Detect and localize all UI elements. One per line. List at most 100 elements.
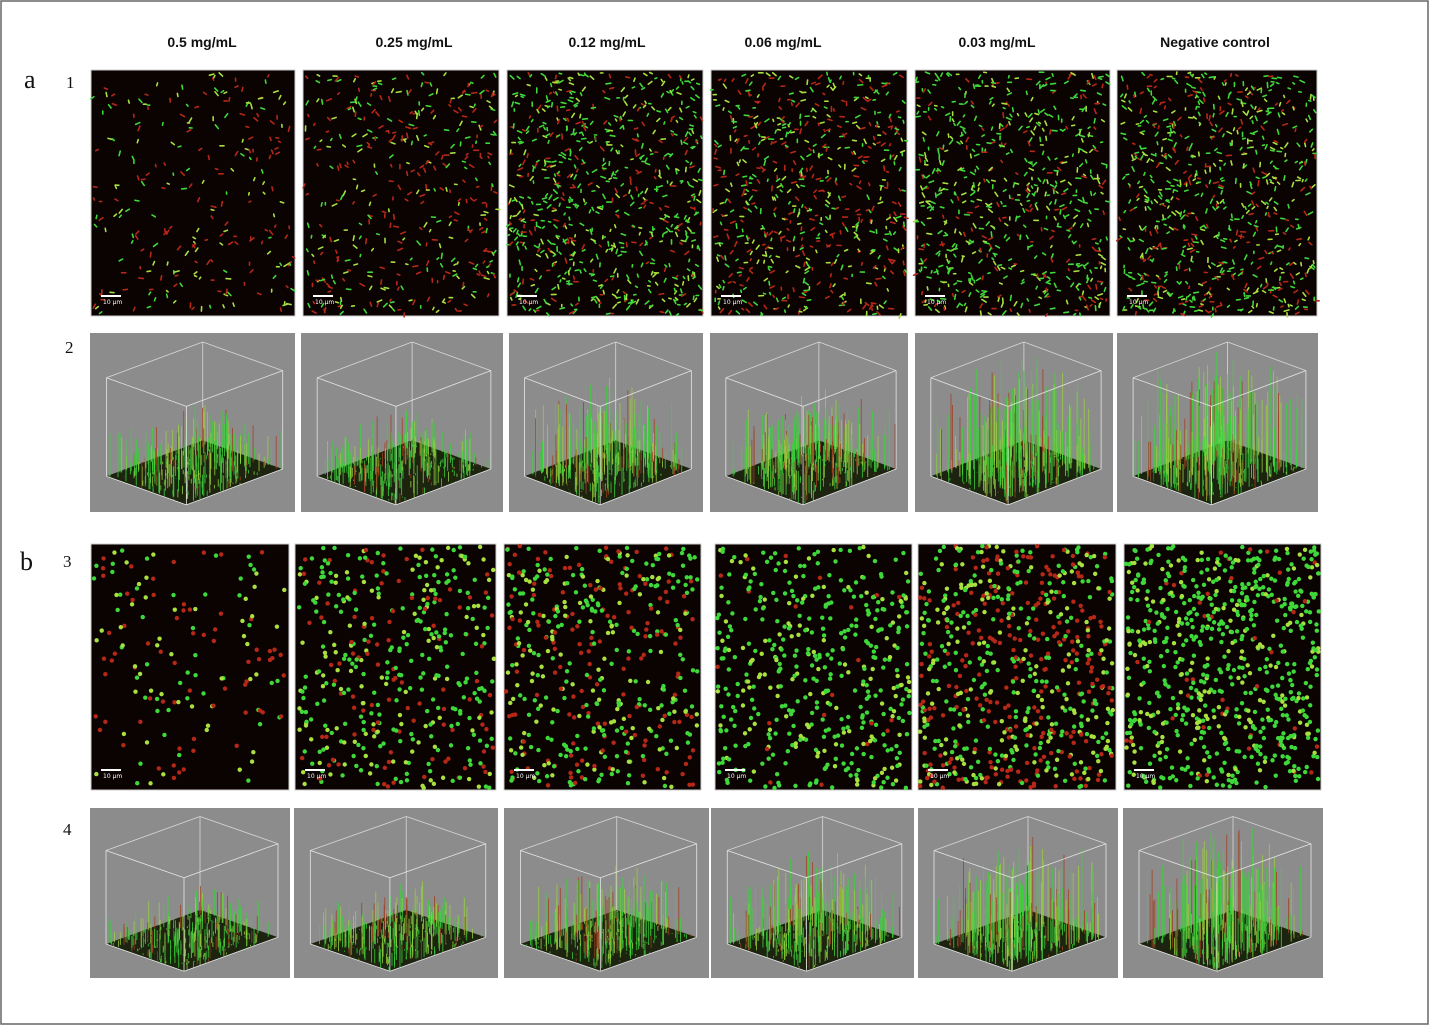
cell: [1164, 271, 1169, 274]
cell: [473, 103, 476, 107]
cell: [319, 278, 326, 282]
cell: [588, 209, 592, 214]
cell: [800, 98, 807, 102]
cell: [1105, 236, 1109, 241]
cell: [1292, 125, 1298, 129]
cell: [630, 194, 634, 200]
cell: [1046, 276, 1051, 280]
cell: [312, 300, 316, 305]
cell: [639, 82, 644, 88]
cell: [694, 263, 700, 268]
cell: [456, 128, 460, 133]
cell: [888, 258, 893, 264]
cell: [775, 193, 779, 199]
cell: [672, 298, 677, 305]
cell: [405, 126, 412, 130]
cell: [1066, 229, 1071, 232]
cell: [219, 242, 224, 246]
cell: [836, 253, 840, 258]
cell: [975, 277, 982, 282]
cell: [981, 235, 987, 239]
cell: [1045, 287, 1049, 293]
cell: [714, 143, 718, 148]
cell: [1309, 93, 1312, 100]
cell: [968, 292, 972, 297]
cell: [1140, 147, 1147, 150]
cell: [358, 235, 362, 240]
cell: [481, 201, 487, 204]
cell: [551, 160, 557, 163]
cell: [1204, 169, 1207, 174]
cell: [800, 155, 805, 161]
cell: [558, 79, 564, 84]
cell: [898, 312, 902, 320]
cell: [351, 133, 357, 138]
cell: [544, 104, 550, 108]
cell: [1169, 127, 1173, 133]
cell: [389, 298, 392, 302]
cell: [1053, 215, 1057, 221]
cell: [185, 103, 189, 107]
cell: [134, 199, 140, 202]
cell: [542, 135, 548, 139]
cell: [575, 168, 579, 173]
cell: [335, 199, 340, 202]
cell: [1093, 126, 1097, 131]
cell: [1143, 272, 1147, 276]
cell: [1209, 198, 1214, 205]
cell: [713, 235, 719, 238]
cell: [1248, 212, 1254, 216]
cell: [994, 244, 1001, 249]
cell: [933, 303, 938, 308]
cell: [630, 300, 637, 305]
cell: [1276, 181, 1281, 185]
cell: [939, 187, 945, 192]
cell: [1082, 196, 1085, 203]
cell: [1088, 209, 1092, 215]
cell: [970, 227, 973, 232]
cell: [792, 287, 795, 293]
cell: [433, 188, 437, 192]
cell: [647, 80, 653, 86]
cell: [620, 232, 627, 236]
cell: [1217, 186, 1224, 190]
cell: [1136, 283, 1142, 287]
cell: [352, 106, 356, 113]
cell: [684, 149, 688, 156]
scale-bar-label: 10 µm: [1129, 299, 1148, 306]
cell: [517, 167, 524, 171]
cell: [955, 289, 959, 292]
cell: [545, 252, 549, 259]
cell: [695, 94, 700, 99]
cell: [883, 265, 887, 270]
cell: [1037, 109, 1041, 115]
cell: [865, 282, 872, 285]
cell: [715, 285, 720, 290]
cell: [1090, 299, 1097, 304]
cell: [769, 269, 776, 274]
cell: [869, 251, 874, 255]
cell: [1226, 287, 1231, 291]
cell: [371, 108, 376, 114]
cell: [557, 274, 561, 278]
cell: [962, 128, 967, 134]
cell: [1037, 177, 1042, 183]
cell: [1273, 212, 1278, 215]
cell: [417, 110, 421, 117]
cell: [995, 81, 1000, 85]
cell: [1091, 83, 1097, 87]
cell: [618, 241, 625, 245]
cell: [339, 310, 344, 316]
cell: [1144, 200, 1149, 203]
cell: [679, 107, 683, 113]
cell: [991, 77, 995, 84]
cell: [549, 132, 554, 137]
cell: [1016, 312, 1021, 317]
cell: [630, 225, 635, 229]
cell: [815, 177, 822, 181]
cell: [1169, 131, 1172, 137]
cell: [1069, 97, 1075, 100]
cell: [388, 304, 393, 309]
cell: [1071, 115, 1075, 121]
cell: [432, 114, 437, 120]
